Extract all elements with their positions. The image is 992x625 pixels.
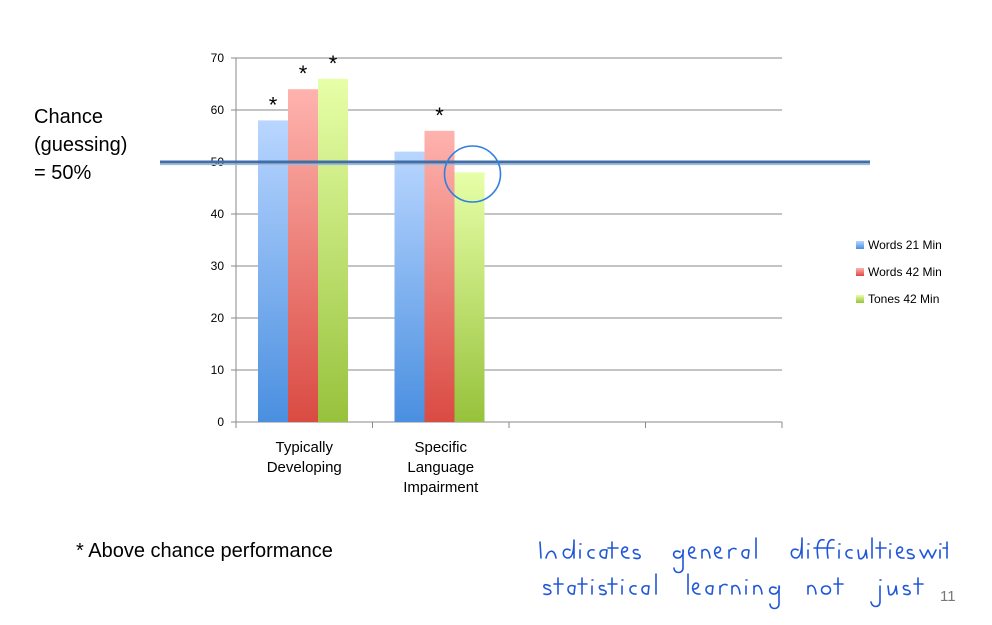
y-tick-label: 60: [211, 103, 225, 117]
annotations: [160, 145, 870, 203]
y-tick-label: 40: [211, 207, 225, 221]
chance-label: Chance (guessing) = 50%: [34, 106, 128, 184]
bar: [454, 172, 485, 422]
x-category-label: Specific Language Impairment: [403, 439, 479, 496]
bar: [288, 89, 318, 422]
legend-label: Words 42 Min: [868, 265, 942, 279]
significance-star: *: [435, 103, 444, 128]
x-category-label: Typically Developing: [267, 439, 342, 476]
y-tick-label: 20: [211, 311, 225, 325]
y-tick-label: 0: [217, 415, 224, 429]
y-tick-label: 70: [211, 51, 225, 65]
labels: * * * * Typically Developing Specific Language I…: [267, 51, 479, 496]
bar: [394, 151, 425, 422]
legend-swatch: [856, 295, 864, 303]
bars: [258, 78, 485, 423]
footnote: * Above chance performance: [76, 540, 333, 562]
significance-star: *: [299, 61, 308, 86]
legend-swatch: [856, 268, 864, 276]
legend-label: Tones 42 Min: [868, 292, 939, 306]
handwritten-note: [539, 537, 948, 610]
bar: [424, 130, 455, 423]
significance-star: *: [329, 51, 338, 76]
highlight-circle: [443, 145, 502, 203]
bar: [318, 78, 348, 423]
legend-label: Words 21 Min: [868, 238, 942, 252]
significance-star: *: [269, 92, 278, 117]
legend: Words 21 Min Words 42 Min Tones 42 Min: [856, 238, 942, 306]
y-tick-label: 10: [211, 363, 225, 377]
legend-swatch: [856, 241, 864, 249]
slide-number: 11: [940, 588, 956, 605]
y-tick-label: 30: [211, 259, 225, 273]
bar: [258, 120, 288, 423]
